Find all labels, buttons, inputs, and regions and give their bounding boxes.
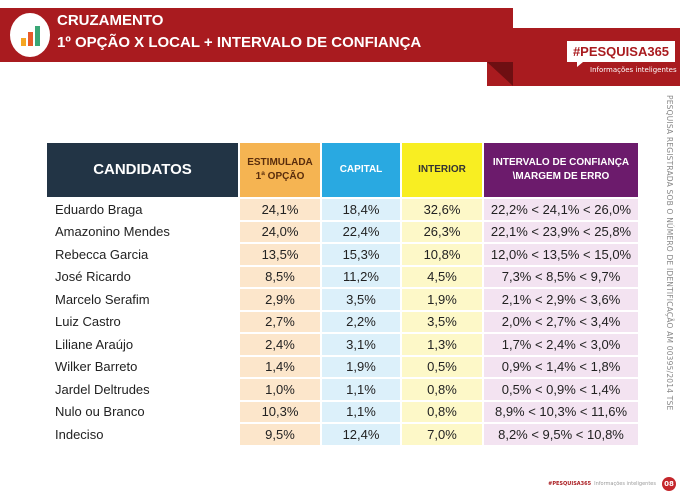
cell-value: 22,2% < 24,1% < 26,0% (484, 197, 638, 220)
title-line1: CRUZAMENTO (57, 12, 164, 29)
cell-value: 3,5% (402, 309, 482, 332)
column-header: ESTIMULADA 1ª OPÇÃO (240, 143, 320, 197)
table-row: Jardel Deltrudes 1,0% 1,1% 0,8% 0,5% < 0,9% … (47, 377, 638, 400)
cell-value: 0,5% < 0,9% < 1,4% (484, 377, 638, 400)
cell-value: 4,5% (402, 264, 482, 287)
candidate-name: Indeciso (47, 422, 238, 445)
title-banner: CRUZAMENTO 1º OPÇÃO X LOCAL + INTERVALO … (0, 8, 513, 62)
cell-value: 7,3% < 8,5% < 9,7% (484, 264, 638, 287)
candidate-name: José Ricardo (47, 264, 238, 287)
candidate-name: Liliane Araújo (47, 332, 238, 355)
candidate-name: Nulo ou Branco (47, 399, 238, 422)
cell-value: 7,0% (402, 422, 482, 445)
cell-value: 1,4% (240, 354, 320, 377)
cell-value: 1,3% (402, 332, 482, 355)
cell-value: 9,5% (240, 422, 320, 445)
table-row: Amazonino Mendes 24,0% 22,4% 26,3% 22,1% < 2… (47, 219, 638, 242)
candidate-name: Jardel Deltrudes (47, 377, 238, 400)
cell-value: 1,1% (322, 377, 400, 400)
cell-value: 24,0% (240, 219, 320, 242)
cell-value: 1,9% (402, 287, 482, 310)
column-header: CAPITAL (322, 143, 400, 197)
cell-value: 2,2% (322, 309, 400, 332)
cell-value: 2,1% < 2,9% < 3,6% (484, 287, 638, 310)
footer-brand: #PESQUISA365 Informações inteligentes (520, 481, 656, 488)
banner-fold (487, 62, 513, 86)
column-header: INTERIOR (402, 143, 482, 197)
cell-value: 32,6% (402, 197, 482, 220)
cell-value: 8,5% (240, 264, 320, 287)
cell-value: 8,2% < 9,5% < 10,8% (484, 422, 638, 445)
cell-value: 2,9% (240, 287, 320, 310)
title-line2: 1º OPÇÃO X LOCAL + INTERVALO DE CONFIANÇ… (57, 34, 422, 51)
results-table: CANDIDATOS ESTIMULADA 1ª OPÇÃO CAPITAL INTER… (45, 143, 640, 445)
cell-value: 2,4% (240, 332, 320, 355)
page-number: 08 (662, 477, 676, 491)
candidate-name: Luiz Castro (47, 309, 238, 332)
bar-chart-icon (10, 13, 50, 57)
cell-value: 15,3% (322, 242, 400, 265)
cell-value: 1,0% (240, 377, 320, 400)
table-row: Indeciso 9,5% 12,4% 7,0% 8,2% < 9,5% < 10,8% (47, 422, 638, 445)
cell-value: 0,8% (402, 399, 482, 422)
cell-value: 10,3% (240, 399, 320, 422)
column-header: CANDIDATOS (47, 143, 238, 197)
table-row: Eduardo Braga 24,1% 18,4% 32,6% 22,2% < 24,1… (47, 197, 638, 220)
footer-brand-tagline: Informações inteligentes (594, 481, 656, 487)
cell-value: 1,9% (322, 354, 400, 377)
column-header: INTERVALO DE CONFIANÇA \MARGEM DE ERRO (484, 143, 638, 197)
cell-value: 1,1% (322, 399, 400, 422)
candidate-name: Marcelo Serafim (47, 287, 238, 310)
cell-value: 22,1% < 23,9% < 25,8% (484, 219, 638, 242)
registration-note: PESQUISA REGISTRADA SOB O NÚMERO DE IDEN… (665, 95, 674, 411)
cell-value: 0,9% < 1,4% < 1,8% (484, 354, 638, 377)
cell-value: 11,2% (322, 264, 400, 287)
candidate-name: Eduardo Braga (47, 197, 238, 220)
cell-value: 26,3% (402, 219, 482, 242)
brand-logo: #PESQUISA365 (567, 41, 675, 67)
cell-value: 12,0% < 13,5% < 15,0% (484, 242, 638, 265)
cell-value: 10,8% (402, 242, 482, 265)
table-row: Liliane Araújo 2,4% 3,1% 1,3% 1,7% < 2,4% < … (47, 332, 638, 355)
cell-value: 24,1% (240, 197, 320, 220)
cell-value: 3,5% (322, 287, 400, 310)
table-row: Luiz Castro 2,7% 2,2% 3,5% 2,0% < 2,7% < 3,4… (47, 309, 638, 332)
cell-value: 2,0% < 2,7% < 3,4% (484, 309, 638, 332)
cell-value: 8,9% < 10,3% < 11,6% (484, 399, 638, 422)
table-row: Marcelo Serafim 2,9% 3,5% 1,9% 2,1% < 2,9% <… (47, 287, 638, 310)
candidate-name: Amazonino Mendes (47, 219, 238, 242)
cell-value: 13,5% (240, 242, 320, 265)
table-row: Nulo ou Branco 10,3% 1,1% 0,8% 8,9% < 10,3% … (47, 399, 638, 422)
footer-brand-name: #PESQUISA365 (548, 481, 592, 487)
table-row: Wilker Barreto 1,4% 1,9% 0,5% 0,9% < 1,4% < … (47, 354, 638, 377)
cell-value: 18,4% (322, 197, 400, 220)
cell-value: 12,4% (322, 422, 400, 445)
table-row: Rebecca Garcia 13,5% 15,3% 10,8% 12,0% < 13,… (47, 242, 638, 265)
candidate-name: Rebecca Garcia (47, 242, 238, 265)
cell-value: 0,8% (402, 377, 482, 400)
table-row: José Ricardo 8,5% 11,2% 4,5% 7,3% < 8,5% < 9… (47, 264, 638, 287)
cell-value: 3,1% (322, 332, 400, 355)
brand-tagline: Informações inteligentes (590, 66, 677, 74)
cell-value: 22,4% (322, 219, 400, 242)
cell-value: 0,5% (402, 354, 482, 377)
cell-value: 2,7% (240, 309, 320, 332)
candidate-name: Wilker Barreto (47, 354, 238, 377)
cell-value: 1,7% < 2,4% < 3,0% (484, 332, 638, 355)
